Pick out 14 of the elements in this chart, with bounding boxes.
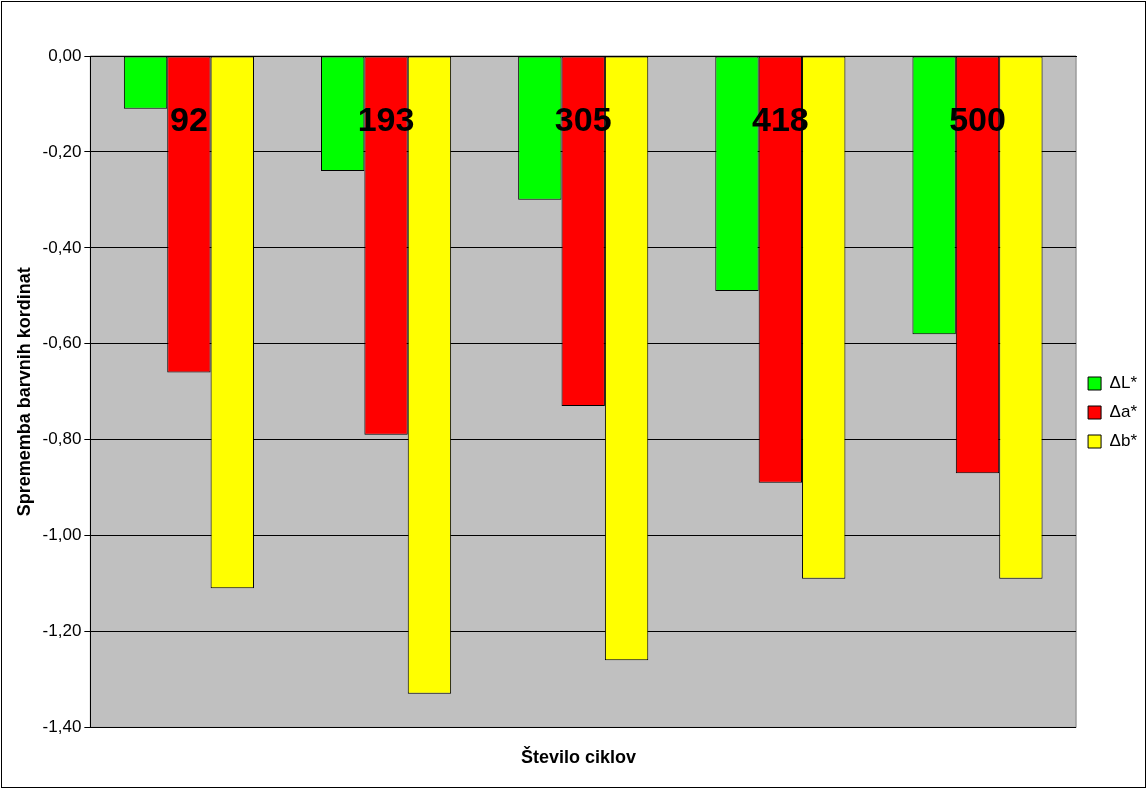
legend-label: Δa* (1109, 402, 1138, 422)
y-tick-label: -0,20 (42, 141, 82, 161)
x-tick-label: 92 (170, 100, 208, 139)
x-axis-title: Število ciklov (520, 746, 637, 768)
legend-label: Δb* (1109, 431, 1138, 451)
y-tick-label: -1,20 (42, 621, 82, 641)
y-tick-label: -0,40 (42, 237, 82, 257)
y-tick-label: -1,40 (42, 717, 82, 737)
y-tick-label: -0,80 (42, 429, 82, 449)
y-tick-label: 0,00 (48, 45, 82, 65)
y-tick-label: -1,00 (42, 525, 82, 545)
legend-label: ΔL* (1109, 373, 1138, 393)
y-tick-label: -0,60 (42, 333, 82, 353)
y-axis-title: Sprememba barvnih kordinat (13, 267, 34, 517)
